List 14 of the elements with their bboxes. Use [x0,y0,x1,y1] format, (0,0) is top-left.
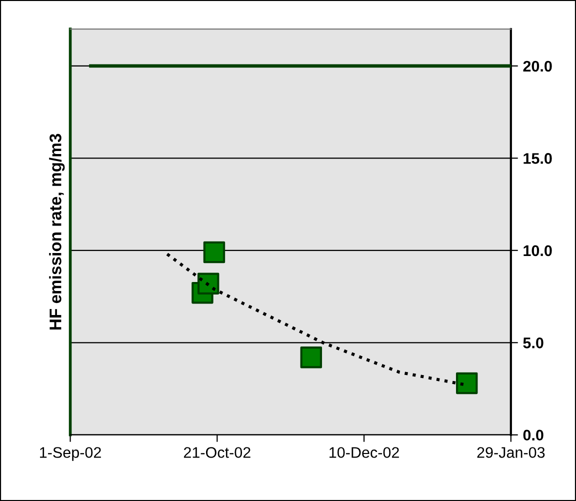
point [197,272,220,294]
y-tick-label: 10.0 [524,245,552,256]
y-axis-title: HF emission rate, mg/m3 [49,134,65,330]
x-tick-label: 29-Jan-03 [477,447,545,458]
y-tick-label: 5.0 [523,338,544,348]
point [456,372,478,394]
x-tick-label: 1-Sep-02 [40,447,101,461]
x-tick-label: 21-Oct-02 [184,447,250,458]
y-tick-label: 0.0 [523,430,544,441]
y-tick-label: 15.0 [524,153,552,164]
point [203,241,226,264]
point [300,346,322,368]
y-tick-label: 20.0 [523,60,552,72]
x-tick-label: 10-Dec-02 [330,447,399,458]
